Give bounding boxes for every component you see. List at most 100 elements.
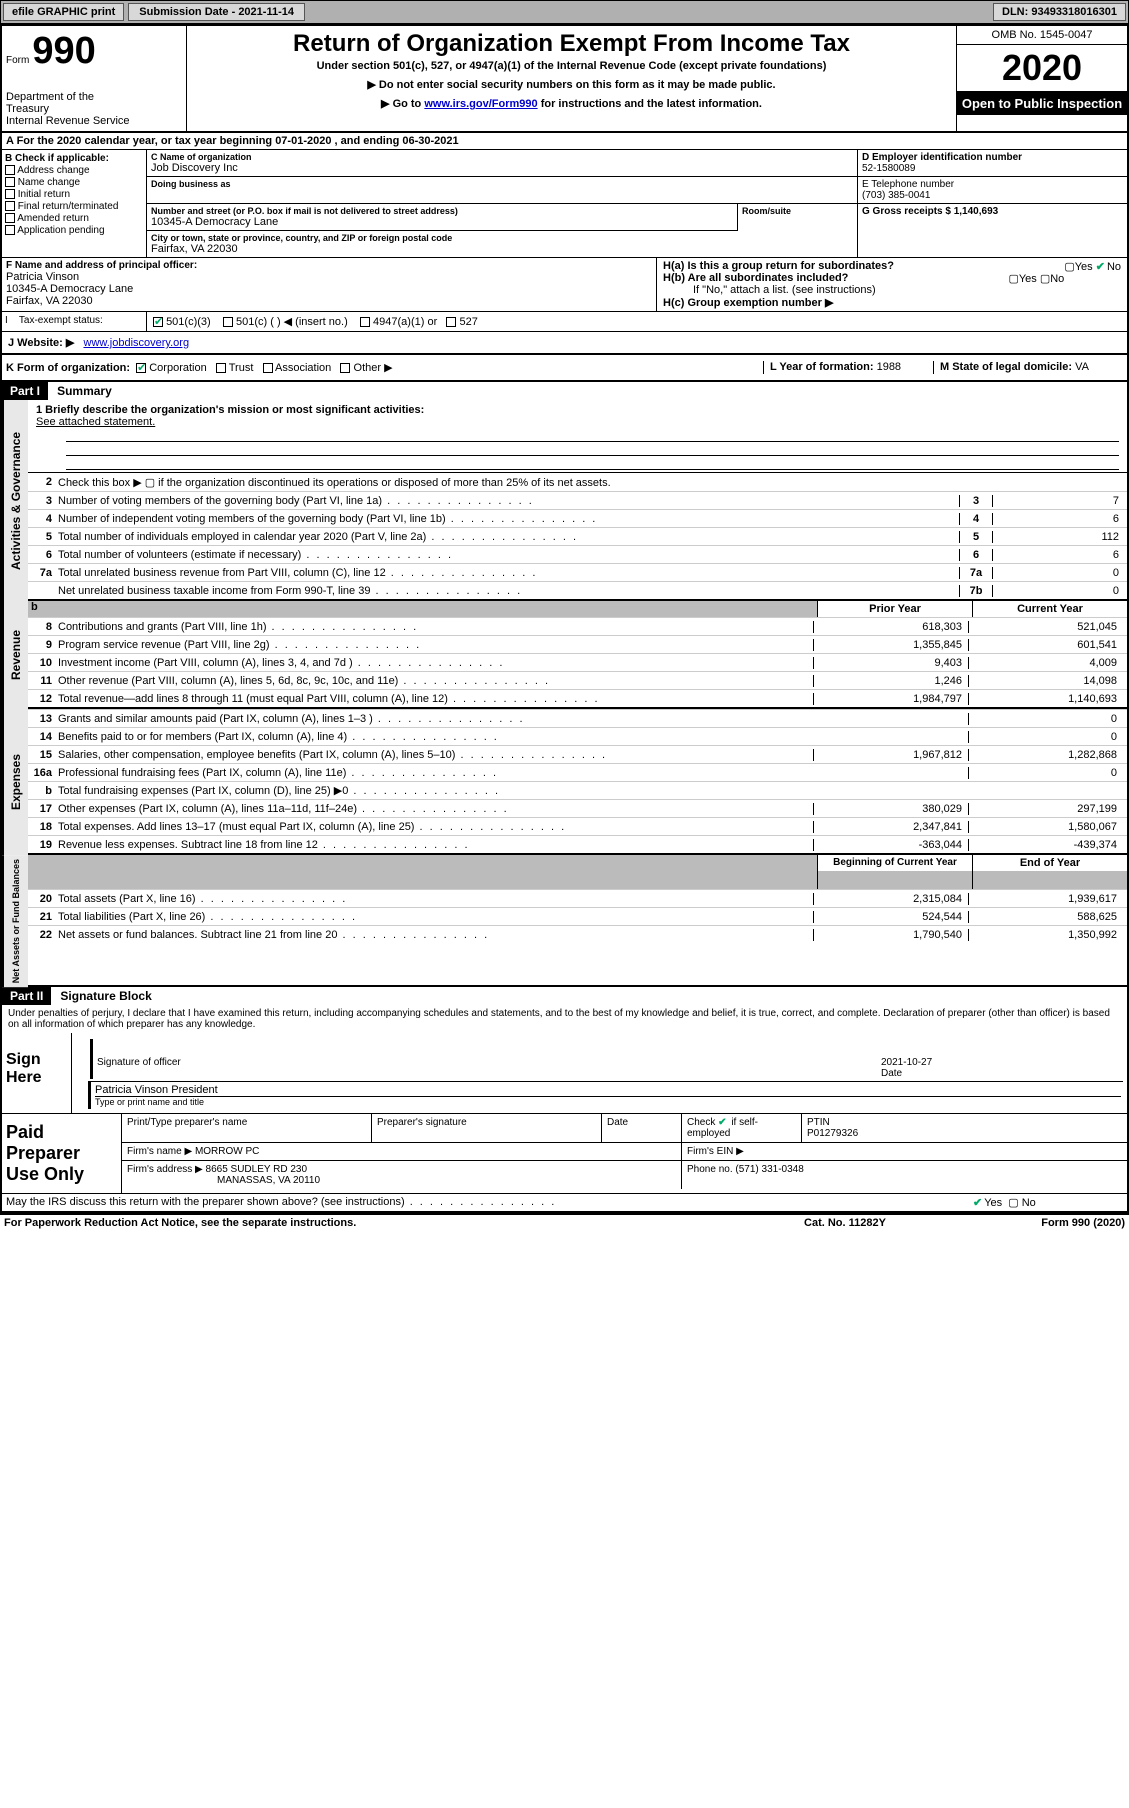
mission-text: See attached statement. bbox=[36, 416, 1119, 428]
chk-4947[interactable] bbox=[360, 317, 370, 327]
form-header: Form 990 Department of theTreasuryIntern… bbox=[2, 26, 1127, 133]
part1-title: Summary bbox=[51, 382, 118, 400]
sig-name-line: Patricia Vinson President Type or print … bbox=[88, 1082, 1123, 1109]
summary-line: 9Program service revenue (Part VIII, lin… bbox=[28, 635, 1127, 653]
chk-corp[interactable] bbox=[136, 363, 146, 373]
netassets-section: Net Assets or Fund Balances Beginning of… bbox=[2, 855, 1127, 987]
year-formation: L Year of formation: 1988 bbox=[763, 361, 933, 374]
perjury-statement: Under penalties of perjury, I declare th… bbox=[2, 1005, 1127, 1033]
signer-name: Patricia Vinson President bbox=[95, 1084, 1121, 1096]
summary-line: 6Total number of volunteers (estimate if… bbox=[28, 545, 1127, 563]
summary-line: 14Benefits paid to or for members (Part … bbox=[28, 727, 1127, 745]
chk-name[interactable]: Name change bbox=[5, 177, 143, 188]
firm-name-row: Firm's name ▶ MORROW PC Firm's EIN ▶ bbox=[122, 1143, 1127, 1161]
website-row: J Website: ▶ www.jobdiscovery.org bbox=[2, 332, 1127, 355]
sig-of-officer: Signature of officer bbox=[90, 1039, 881, 1079]
tax-exempt-label: I Tax-exempt status: bbox=[2, 312, 147, 331]
top-bar: efile GRAPHIC print Submission Date - 20… bbox=[0, 0, 1129, 24]
firm-phone: Phone no. (571) 331-0348 bbox=[682, 1161, 1127, 1189]
sign-here-label: Sign Here bbox=[2, 1033, 72, 1113]
form-org-row: K Form of organization: Corporation Trus… bbox=[2, 355, 1127, 382]
note-ssns: ▶ Do not enter social security numbers o… bbox=[193, 78, 950, 91]
summary-line: 19Revenue less expenses. Subtract line 1… bbox=[28, 835, 1127, 853]
summary-line: 18Total expenses. Add lines 13–17 (must … bbox=[28, 817, 1127, 835]
summary-line: 10Investment income (Part VIII, column (… bbox=[28, 653, 1127, 671]
chk-amended[interactable]: Amended return bbox=[5, 213, 143, 224]
phone-cell: E Telephone number (703) 385-0041 bbox=[858, 177, 1127, 204]
part2-row: Part II Signature Block bbox=[2, 987, 1127, 1005]
org-info-column: C Name of organization Job Discovery Inc… bbox=[147, 150, 857, 257]
irs-link[interactable]: www.irs.gov/Form990 bbox=[424, 98, 537, 110]
form-number-box: Form 990 Department of theTreasuryIntern… bbox=[2, 26, 187, 131]
activities-label: Activities & Governance bbox=[2, 400, 28, 601]
summary-line: 16aProfessional fundraising fees (Part I… bbox=[28, 763, 1127, 781]
preparer-row: Paid Preparer Use Only Print/Type prepar… bbox=[2, 1113, 1127, 1193]
form-version: Form 990 (2020) bbox=[945, 1217, 1125, 1229]
title-box: Return of Organization Exempt From Incom… bbox=[187, 26, 957, 131]
expenses-body: 13Grants and similar amounts paid (Part … bbox=[28, 709, 1127, 855]
identity-section: B Check if applicable: Address change Na… bbox=[2, 150, 1127, 258]
efile-button[interactable]: efile GRAPHIC print bbox=[3, 3, 124, 21]
website-link[interactable]: www.jobdiscovery.org bbox=[84, 337, 190, 349]
chk-501c3[interactable] bbox=[153, 317, 163, 327]
summary-line: 17Other expenses (Part IX, column (A), l… bbox=[28, 799, 1127, 817]
firm-name: MORROW PC bbox=[195, 1146, 259, 1157]
preparer-header: Print/Type preparer's name Preparer's si… bbox=[122, 1114, 1127, 1143]
chk-527[interactable] bbox=[446, 317, 456, 327]
tax-status-row: I Tax-exempt status: 501(c)(3) 501(c) ( … bbox=[2, 312, 1127, 332]
chk-pending[interactable]: Application pending bbox=[5, 225, 143, 236]
chk-initial[interactable]: Initial return bbox=[5, 189, 143, 200]
checkbox-column: B Check if applicable: Address change Na… bbox=[2, 150, 147, 257]
signature-content: Signature of officer 2021-10-27Date Patr… bbox=[72, 1033, 1127, 1113]
chk-address[interactable]: Address change bbox=[5, 165, 143, 176]
expenses-label: Expenses bbox=[2, 709, 28, 855]
form-container: Form 990 Department of theTreasuryIntern… bbox=[0, 24, 1129, 1213]
submission-date: Submission Date - 2021-11-14 bbox=[128, 3, 305, 21]
expenses-section: Expenses 13Grants and similar amounts pa… bbox=[2, 709, 1127, 855]
open-to-public: Open to Public Inspection bbox=[957, 92, 1127, 115]
chk-trust[interactable] bbox=[216, 363, 226, 373]
discuss-row: May the IRS discuss this return with the… bbox=[2, 1193, 1127, 1211]
summary-section: Activities & Governance 1 Briefly descri… bbox=[2, 400, 1127, 601]
dba-cell: Doing business as bbox=[147, 177, 857, 204]
summary-line: 3Number of voting members of the governi… bbox=[28, 491, 1127, 509]
chk-other[interactable] bbox=[340, 363, 350, 373]
chk-final[interactable]: Final return/terminated bbox=[5, 201, 143, 212]
city-state-zip: Fairfax, VA 22030 bbox=[151, 243, 853, 255]
part1-header: Part I bbox=[2, 382, 48, 400]
summary-line: 5Total number of individuals employed in… bbox=[28, 527, 1127, 545]
street-cell: Number and street (or P.O. box if mail i… bbox=[147, 204, 737, 231]
tax-year: 2020 bbox=[957, 45, 1127, 92]
footer: For Paperwork Reduction Act Notice, see … bbox=[0, 1213, 1129, 1231]
summary-line: 11Other revenue (Part VIII, column (A), … bbox=[28, 671, 1127, 689]
firm-address-row: Firm's address ▶ 8665 SUDLEY RD 230MANAS… bbox=[122, 1161, 1127, 1189]
governance-body: 1 Briefly describe the organization's mi… bbox=[28, 400, 1127, 601]
row-a-taxyear: A For the 2020 calendar year, or tax yea… bbox=[2, 133, 1127, 150]
officer-addr1: 10345-A Democracy Lane bbox=[6, 283, 652, 295]
sig-date: 2021-10-27Date bbox=[881, 1039, 1121, 1079]
tax-status-checks: 501(c)(3) 501(c) ( ) ◀ (insert no.) 4947… bbox=[147, 312, 1127, 331]
summary-line: 12Total revenue—add lines 8 through 11 (… bbox=[28, 689, 1127, 707]
netassets-label: Net Assets or Fund Balances bbox=[2, 855, 28, 987]
firm-addr1: 8665 SUDLEY RD 230 bbox=[206, 1164, 308, 1175]
chk-501c[interactable] bbox=[223, 317, 233, 327]
summary-line: 8Contributions and grants (Part VIII, li… bbox=[28, 617, 1127, 635]
preparer-grid: Print/Type preparer's name Preparer's si… bbox=[122, 1114, 1127, 1193]
self-employed-check[interactable]: Check if self-employed bbox=[682, 1114, 802, 1142]
part2-header: Part II bbox=[2, 987, 51, 1005]
street-address: 10345-A Democracy Lane bbox=[151, 216, 733, 228]
note-goto: ▶ Go to www.irs.gov/Form990 for instruct… bbox=[193, 97, 950, 110]
summary-line: 4Number of independent voting members of… bbox=[28, 509, 1127, 527]
officer-row: F Name and address of principal officer:… bbox=[2, 258, 1127, 312]
chk-assoc[interactable] bbox=[263, 363, 273, 373]
col-b-head: B Check if applicable: bbox=[5, 153, 143, 164]
line-2: 2Check this box ▶ ▢ if the organization … bbox=[28, 473, 1127, 491]
room-suite: Room/suite bbox=[737, 204, 857, 231]
revenue-section: Revenue b Prior Year Current Year 8Contr… bbox=[2, 601, 1127, 709]
revenue-body: b Prior Year Current Year 8Contributions… bbox=[28, 601, 1127, 709]
ein-cell: D Employer identification number 52-1580… bbox=[858, 150, 1127, 177]
state-domicile: M State of legal domicile: VA bbox=[933, 361, 1123, 374]
summary-line: 7aTotal unrelated business revenue from … bbox=[28, 563, 1127, 581]
address-row: Number and street (or P.O. box if mail i… bbox=[147, 204, 857, 231]
officer-addr2: Fairfax, VA 22030 bbox=[6, 295, 652, 307]
